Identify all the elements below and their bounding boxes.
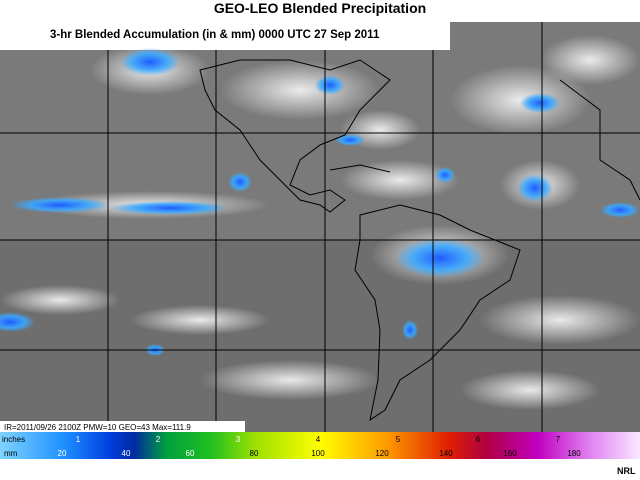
mm-tick-label: 100 bbox=[311, 449, 325, 458]
title: GEO-LEO Blended Precipitation bbox=[214, 0, 426, 16]
inch-tick-label: 1 bbox=[76, 435, 81, 444]
mm-label: mm bbox=[4, 449, 18, 458]
inch-tick-label: 4 bbox=[316, 435, 321, 444]
subtitle: 3-hr Blended Accumulation (in & mm) 0000… bbox=[50, 29, 380, 41]
credit: NRL bbox=[617, 466, 636, 476]
mm-tick-label: 140 bbox=[439, 449, 453, 458]
info-text: IR=2011/09/26 2100Z PMW=10 GEO=43 Max=11… bbox=[4, 423, 191, 432]
inch-tick-label: 7 bbox=[556, 435, 561, 444]
mm-tick-label: 160 bbox=[503, 449, 517, 458]
info-box bbox=[0, 421, 245, 432]
mm-tick-label: 40 bbox=[122, 449, 131, 458]
inch-tick-label: 3 bbox=[236, 435, 241, 444]
inch-tick-label: 6 bbox=[476, 435, 481, 444]
inches-label: inches bbox=[2, 435, 25, 444]
mm-tick-label: 80 bbox=[250, 449, 259, 458]
inch-tick-label: 5 bbox=[396, 435, 401, 444]
mm-tick-label: 120 bbox=[375, 449, 389, 458]
inch-tick-label: 2 bbox=[156, 435, 161, 444]
color-bar bbox=[0, 432, 640, 459]
mm-tick-label: 20 bbox=[58, 449, 67, 458]
mm-tick-label: 180 bbox=[567, 449, 581, 458]
satellite-map bbox=[0, 22, 640, 432]
mm-tick-label: 60 bbox=[186, 449, 195, 458]
